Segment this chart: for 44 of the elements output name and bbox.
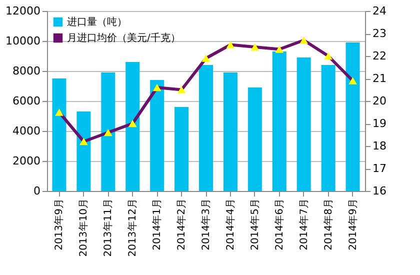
x-tick-label: 2013年9月 (53, 198, 66, 250)
legend-label: 月进口均价（美元/千克） (67, 32, 180, 44)
bar (76, 112, 91, 191)
y2-tick-label: 19 (372, 117, 386, 130)
x-tick-label: 2014年2月 (176, 198, 188, 250)
bar (199, 65, 213, 191)
x-tick-label: 2013年10月 (78, 198, 90, 257)
x-tick-label: 2014年1月 (151, 198, 164, 250)
x-tick-label: 2014年6月 (273, 198, 286, 250)
x-tick-label: 2014年7月 (298, 198, 310, 250)
bar (223, 72, 238, 191)
y2-tick-label: 24 (372, 4, 386, 18)
y2-tick-label: 22 (372, 50, 386, 62)
x-tick-label: 2014年5月 (248, 198, 261, 250)
y-tick-label: 6000 (12, 94, 40, 108)
y-tick-label: 0 (34, 184, 40, 198)
legend-label: 进口量（吨） (67, 16, 127, 28)
y2-tick-label: 17 (372, 162, 386, 175)
bar (296, 58, 311, 191)
x-tick-label: 2014年8月 (322, 198, 334, 250)
y-tick-label: 8000 (12, 64, 40, 78)
bar (150, 80, 164, 191)
x-tick-label: 2014年4月 (224, 198, 236, 250)
y2-tick-label: 16 (372, 184, 386, 198)
x-tick-label: 2014年9月 (346, 198, 359, 250)
bar (126, 62, 140, 191)
y-tick-label: 10000 (6, 34, 40, 48)
bar (272, 52, 286, 191)
y-tick-label: 12000 (6, 4, 40, 18)
y2-tick-label: 23 (372, 27, 386, 40)
bar (101, 72, 116, 191)
bar (52, 78, 66, 191)
y-tick-label: 2000 (12, 154, 40, 168)
bar (321, 65, 336, 191)
y2-tick-label: 20 (372, 94, 386, 108)
y-tick-label: 4000 (12, 124, 40, 138)
y2-tick-label: 18 (372, 140, 386, 152)
x-tick-label: 2014年3月 (200, 198, 212, 250)
y2-tick-label: 21 (372, 72, 386, 85)
x-tick-label: 2013年11月 (102, 198, 114, 257)
bar (248, 88, 262, 191)
bar (174, 107, 189, 191)
bar (346, 42, 360, 191)
x-tick-label: 2013年12月 (126, 198, 139, 257)
